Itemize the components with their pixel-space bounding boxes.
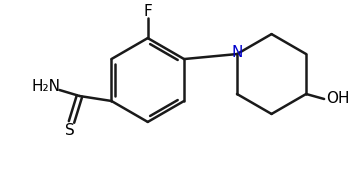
Text: F: F [143,4,152,19]
Text: S: S [65,123,74,138]
Text: H₂N: H₂N [31,79,60,93]
Text: N: N [231,45,243,60]
Text: OH: OH [326,92,350,107]
